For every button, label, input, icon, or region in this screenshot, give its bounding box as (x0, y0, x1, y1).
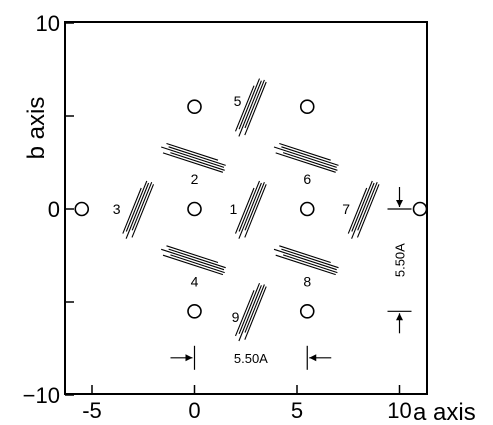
dim-v-bottom-arrowhead (396, 313, 403, 321)
molecule-sketches: 1 2 3 4 5 6 7 8 9 (113, 78, 380, 342)
molecule-5 (234, 78, 267, 137)
molecule-stroke (347, 187, 368, 234)
molecule-label: 8 (303, 274, 311, 290)
molecule-label: 6 (303, 171, 311, 187)
atom-circle (74, 201, 90, 217)
molecule-stroke (168, 146, 226, 166)
molecule-stroke (282, 152, 338, 171)
molecule-stroke (244, 286, 267, 340)
molecule-stroke (131, 181, 153, 231)
molecule-stroke (356, 184, 380, 238)
atom-circle (299, 201, 315, 217)
molecule-stroke (234, 85, 255, 132)
x-tick-label: 0 (188, 398, 200, 423)
molecule-label: 7 (342, 201, 350, 217)
molecule-stroke (351, 180, 373, 232)
molecule-9 (234, 282, 267, 342)
y-tick-label: −10 (23, 383, 60, 408)
molecule-6 (273, 142, 339, 173)
molecule-stroke (279, 142, 331, 161)
molecule-stroke (238, 182, 262, 239)
atom-circle (187, 99, 202, 114)
molecule-stroke (122, 187, 142, 234)
molecule-stroke (275, 152, 336, 173)
dim-h-label: 5.50A (234, 351, 268, 366)
x-tick-label: -5 (82, 398, 102, 423)
molecule-stroke (234, 290, 255, 337)
atom-circle (299, 303, 315, 319)
x-tick-label: 10 (387, 398, 411, 423)
molecule-stroke (238, 285, 262, 342)
molecule-stroke (357, 181, 378, 231)
molecule-stroke (275, 254, 336, 276)
molecule-stroke (279, 245, 331, 264)
molecule-2 (161, 142, 226, 173)
molecule-stroke (168, 248, 226, 269)
molecule-3 (122, 180, 155, 239)
molecule-stroke (161, 146, 225, 168)
dimension-markers: 5.50A 5.50A (170, 187, 412, 370)
molecule-stroke (238, 80, 262, 137)
molecule-stroke (125, 180, 148, 232)
molecule-stroke (238, 180, 261, 232)
molecule-stroke (244, 181, 265, 231)
axis-ticks: -5 0 5 10 −10 0 10 (23, 11, 412, 423)
dim-v-label: 5.50A (393, 243, 408, 277)
molecule-stroke (238, 282, 261, 335)
molecule-stroke (244, 81, 267, 136)
molecule-stroke (281, 248, 339, 269)
molecule-stroke (273, 146, 337, 168)
molecule-4 (161, 245, 226, 276)
dim-h-left-arrowhead (185, 354, 193, 362)
molecule-stroke (125, 182, 150, 239)
atom-circles (74, 99, 428, 319)
molecule-1 (234, 180, 267, 239)
atom-circle (187, 201, 202, 217)
x-tick-label: 5 (291, 398, 303, 423)
dim-h-right-arrowhead (309, 354, 317, 362)
molecule-stroke (170, 152, 225, 171)
molecule-stroke (170, 254, 225, 274)
molecule-label: 5 (234, 93, 242, 109)
molecule-stroke (166, 142, 219, 161)
molecule-stroke (273, 248, 337, 271)
molecule-7 (347, 180, 380, 239)
atom-circle (299, 99, 315, 114)
dim-v-top-arrowhead (396, 200, 403, 207)
molecule-stroke (234, 187, 255, 234)
x-axis-title: a axis (413, 399, 476, 425)
y-tick-label: 0 (48, 197, 60, 222)
molecule-stroke (238, 78, 261, 130)
molecule-stroke (161, 248, 225, 271)
molecule-stroke (244, 184, 267, 238)
atom-circle (187, 303, 202, 319)
molecule-label: 4 (191, 274, 199, 290)
molecule-stroke (281, 146, 339, 166)
molecule-label: 9 (232, 309, 240, 325)
molecule-label: 3 (113, 201, 121, 217)
molecule-stroke (351, 182, 375, 239)
molecule-stroke (162, 254, 224, 276)
molecule-stroke (131, 184, 155, 238)
molecule-label: 1 (230, 201, 238, 217)
y-tick-label: 10 (36, 11, 60, 36)
molecule-stroke (282, 254, 338, 274)
atom-circle (412, 201, 428, 217)
molecule-stroke (244, 79, 265, 129)
molecule-stroke (244, 284, 265, 333)
molecule-label: 2 (191, 171, 199, 187)
molecule-stroke (162, 152, 224, 173)
molecule-8 (273, 245, 339, 276)
y-axis-title: b axis (23, 97, 50, 160)
molecule-stroke (166, 245, 219, 264)
